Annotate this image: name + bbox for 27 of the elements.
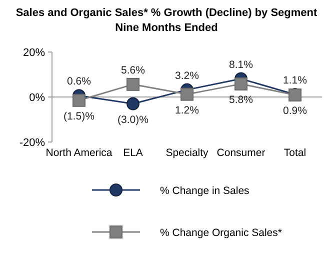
- data-label: 0.6%: [67, 76, 91, 88]
- data-label: 5.8%: [229, 94, 253, 106]
- point: [180, 88, 194, 101]
- point: [234, 77, 248, 90]
- data-label: 0.9%: [283, 104, 307, 117]
- x-tick-label: ELA: [123, 147, 143, 159]
- point: [126, 78, 140, 91]
- data-label: 3.2%: [175, 70, 199, 82]
- x-tick-label: Specialty: [166, 147, 210, 159]
- x-tick-label: Consumer: [216, 147, 266, 159]
- x-tick-label: North America: [46, 147, 112, 159]
- legend-label: % Change in Sales: [160, 185, 250, 197]
- data-label: 5.6%: [121, 64, 145, 76]
- data-label: (3.0)%: [118, 114, 148, 126]
- x-tick-label: Total: [284, 147, 306, 159]
- data-label: (1.5)%: [64, 110, 94, 122]
- point: [72, 94, 86, 107]
- y-tick-label: 0%: [29, 92, 46, 104]
- chart-title: Sales and Organic Sales* % Growth (Decline) by Segment: [16, 7, 318, 19]
- data-label: 1.1%: [283, 74, 307, 87]
- y-tick-label: 20%: [22, 47, 46, 59]
- y-tick-label: -20%: [19, 137, 46, 149]
- point: [126, 97, 140, 110]
- data-label: 8.1%: [229, 58, 253, 71]
- data-label: 1.2%: [175, 104, 199, 116]
- legend-label: % Change Organic Sales*: [160, 227, 282, 239]
- chart-subtitle: Nine Months Ended: [115, 22, 218, 34]
